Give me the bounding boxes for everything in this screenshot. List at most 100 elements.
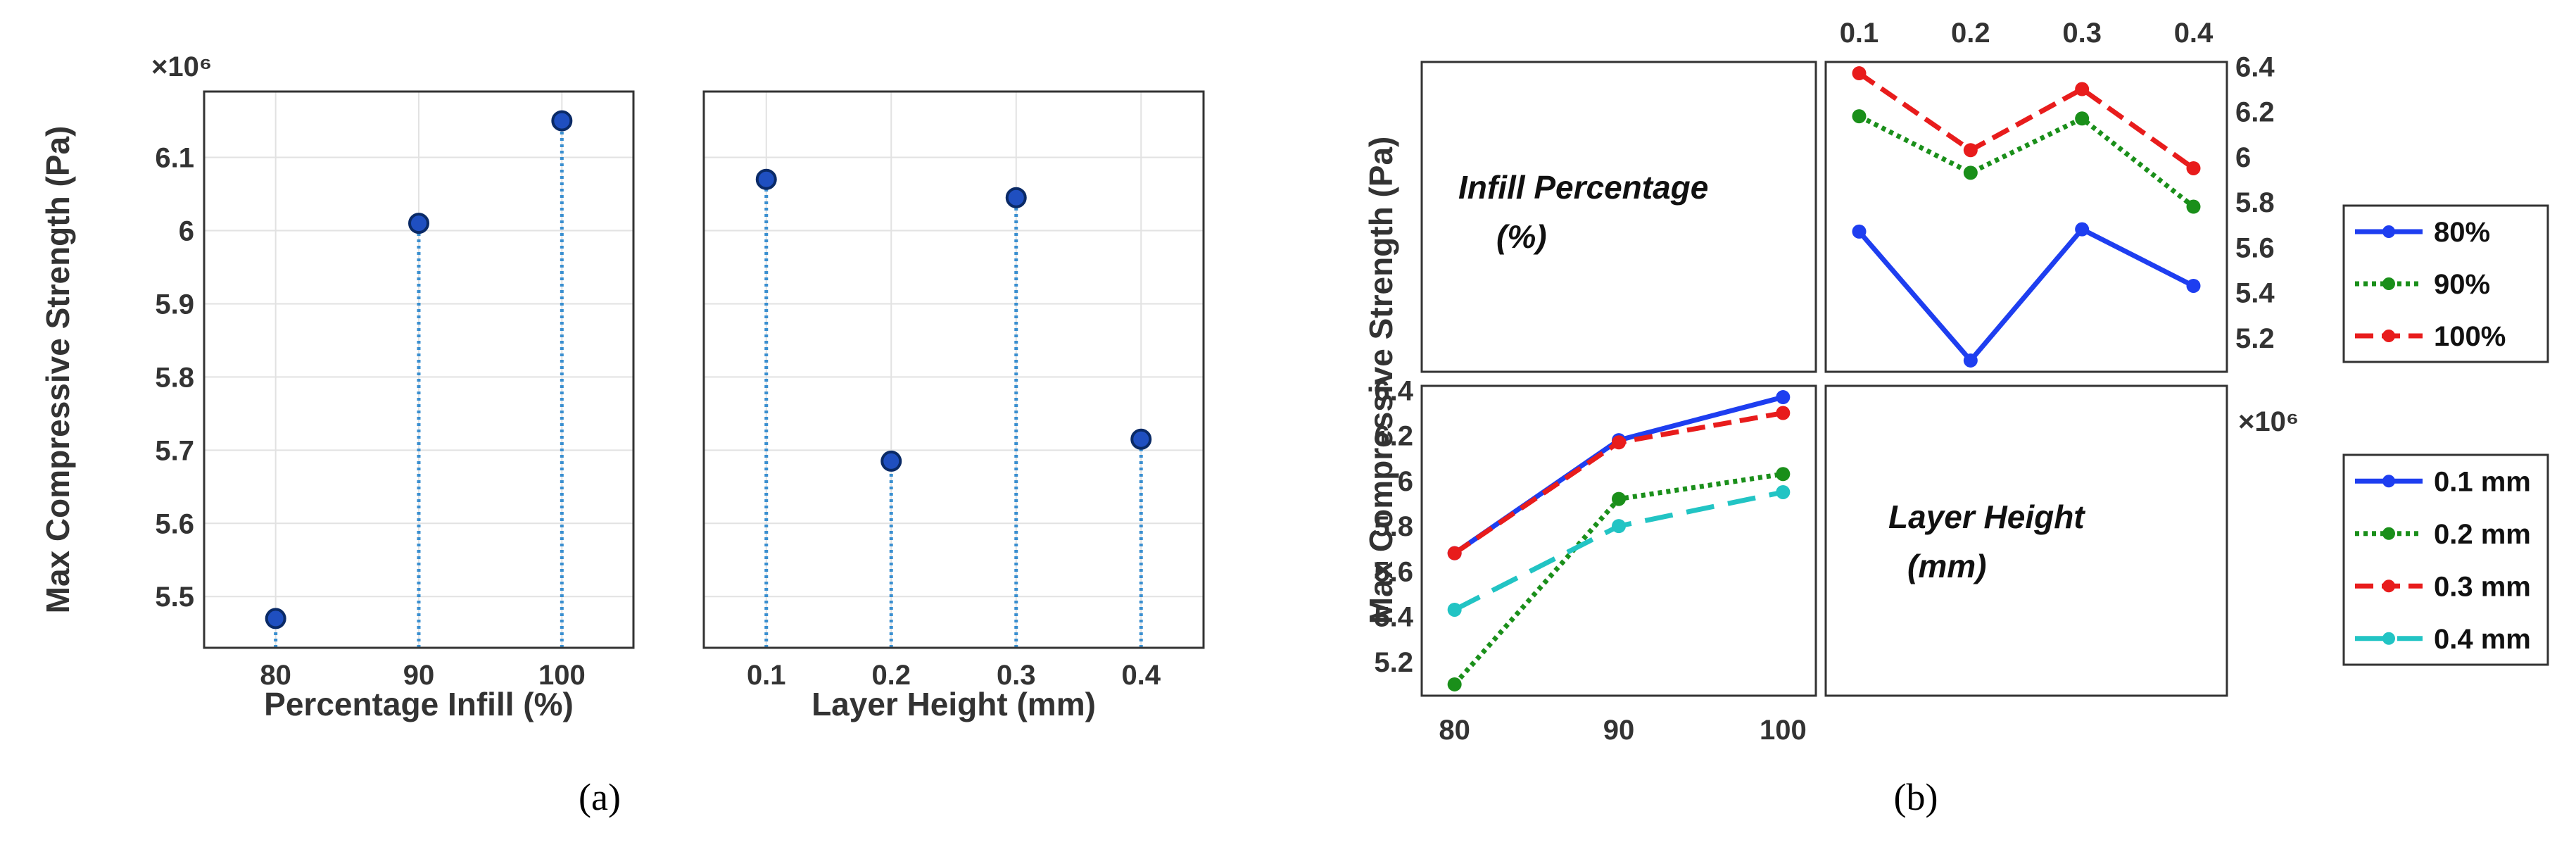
legend-marker bbox=[2382, 277, 2395, 290]
y-tick-label: 5.6 bbox=[2235, 232, 2275, 263]
legend-label: 80% bbox=[2434, 217, 2490, 248]
y-tick-label: 5.2 bbox=[2235, 323, 2275, 354]
y-tick-label: 5.8 bbox=[155, 362, 194, 393]
legend-label: 100% bbox=[2434, 321, 2506, 352]
legend-label: 0.4 mm bbox=[2434, 624, 2531, 655]
legend-marker bbox=[2382, 225, 2395, 238]
y-tick-label: 5.7 bbox=[155, 435, 194, 466]
panel-label-b: (b) bbox=[1894, 776, 1938, 818]
data-point bbox=[1963, 353, 1978, 368]
y-tick-label: 5.4 bbox=[2235, 278, 2275, 309]
legend-label: 0.1 mm bbox=[2434, 466, 2531, 497]
data-point bbox=[1447, 602, 1462, 617]
data-point bbox=[755, 168, 777, 190]
x-tick-label: 80 bbox=[260, 660, 291, 691]
series-line bbox=[1857, 113, 2195, 209]
diagonal-label-infill-unit: (%) bbox=[1496, 218, 1547, 255]
data-point bbox=[1776, 467, 1791, 482]
y-tick-label: 5.5 bbox=[155, 582, 194, 613]
y-tick-label: 5.2 bbox=[1374, 647, 1413, 678]
y-tick-label: 5.4 bbox=[1374, 602, 1413, 633]
data-point bbox=[1776, 484, 1791, 499]
legend-marker bbox=[2382, 475, 2395, 488]
data-point bbox=[1612, 519, 1626, 534]
x-tick-label: 0.2 bbox=[871, 660, 911, 691]
diagonal-label-infill: Infill Percentage bbox=[1458, 169, 1708, 206]
series-line bbox=[1857, 227, 2195, 363]
data-point bbox=[2186, 161, 2201, 175]
legend-marker bbox=[2382, 527, 2395, 540]
data-point bbox=[408, 213, 429, 234]
y-tick-label: 5.6 bbox=[1374, 556, 1413, 587]
diagonal-label-layer: Layer Height bbox=[1888, 499, 2085, 535]
data-point bbox=[1963, 165, 1978, 180]
y-tick-label: 6 bbox=[179, 216, 194, 247]
chart-b-top: Infill Percentage (%) Max Compressive Stre… bbox=[1363, 18, 2549, 625]
panel-label-a: (a) bbox=[579, 776, 621, 818]
chart-b-bottom: Layer Height (mm) ×10⁶ 80 90 100 5.2 5.4 5.6 5.8 6… bbox=[1374, 375, 2549, 746]
plot-border bbox=[702, 90, 1205, 649]
legend-marker bbox=[2382, 632, 2395, 645]
data-point bbox=[1130, 428, 1152, 450]
x-tick-label: 100 bbox=[538, 660, 586, 691]
exponent-label: ×10⁶ bbox=[151, 51, 212, 82]
y-tick-label: 5.8 bbox=[1374, 511, 1413, 542]
data-point bbox=[2186, 278, 2201, 293]
data-point bbox=[880, 450, 902, 472]
y-tick-label: 6.4 bbox=[1374, 375, 1413, 406]
legend-label: 90% bbox=[2434, 269, 2490, 300]
data-point bbox=[2186, 199, 2201, 214]
data-point bbox=[1852, 224, 1867, 239]
data-point bbox=[551, 110, 573, 132]
chart-a1: 80 90 100 5.5 5.6 5.7 5.8 5.9 6 6.1 Percentage Inf… bbox=[39, 51, 635, 722]
x-tick-label: 0.3 bbox=[997, 660, 1036, 691]
data-point bbox=[1612, 435, 1626, 450]
legend-label: 0.3 mm bbox=[2434, 571, 2531, 602]
y-tick-label: 6.1 bbox=[155, 143, 194, 174]
series-line bbox=[1857, 71, 2195, 170]
x-tick-label: 90 bbox=[1603, 715, 1635, 746]
data-point bbox=[1963, 143, 1978, 158]
data-point bbox=[1776, 390, 1791, 405]
data-point bbox=[1852, 66, 1867, 81]
x-tick-label: 90 bbox=[403, 660, 435, 691]
y-tick-label: 6.2 bbox=[1374, 421, 1413, 452]
diagonal-label-layer-unit: (mm) bbox=[1907, 548, 1986, 584]
x-tick-label: 0.1 bbox=[747, 660, 786, 691]
legend-label: 0.2 mm bbox=[2434, 519, 2531, 550]
data-point bbox=[1776, 406, 1791, 420]
y-tick-label: 6 bbox=[1398, 466, 1413, 497]
exponent-label: ×10⁶ bbox=[2238, 406, 2299, 437]
y-axis-title: Max Compressive Strength (Pa) bbox=[1363, 137, 1399, 625]
x-tick-label: 0.3 bbox=[2062, 18, 2102, 49]
y-tick-label: 6.2 bbox=[2235, 97, 2275, 128]
x-tick-label: 0.1 bbox=[1840, 18, 1879, 49]
y-tick-label: 5.8 bbox=[2235, 187, 2275, 218]
y-tick-label: 5.6 bbox=[155, 508, 194, 539]
y-axis-title: Max Compressive Strength (Pa) bbox=[39, 126, 76, 614]
data-point bbox=[1612, 491, 1626, 506]
y-tick-label: 6.4 bbox=[2235, 51, 2275, 82]
diagonal-panel-infill bbox=[1420, 61, 1817, 373]
data-point bbox=[2075, 111, 2090, 126]
data-point bbox=[1005, 187, 1027, 208]
data-point bbox=[2075, 222, 2090, 237]
data-point bbox=[1852, 109, 1867, 124]
data-point bbox=[1447, 546, 1462, 560]
legend-marker bbox=[2382, 580, 2395, 593]
diagonal-panel-layer bbox=[1824, 384, 2228, 697]
y-tick-label: 5.9 bbox=[155, 289, 194, 320]
x-axis-title: Layer Height (mm) bbox=[812, 686, 1096, 722]
plot-border bbox=[203, 90, 635, 649]
x-tick-label: 0.4 bbox=[2174, 18, 2214, 49]
plot-area bbox=[1824, 61, 2228, 373]
legend-box bbox=[2342, 453, 2549, 666]
data-point bbox=[1447, 677, 1462, 691]
plot-area bbox=[702, 90, 1205, 649]
y-tick-label: 6 bbox=[2235, 142, 2251, 173]
x-tick-label: 0.4 bbox=[1121, 660, 1161, 691]
data-point bbox=[2075, 82, 2090, 96]
x-tick-label: 0.2 bbox=[1951, 18, 1990, 49]
x-tick-label: 100 bbox=[1760, 715, 1807, 746]
